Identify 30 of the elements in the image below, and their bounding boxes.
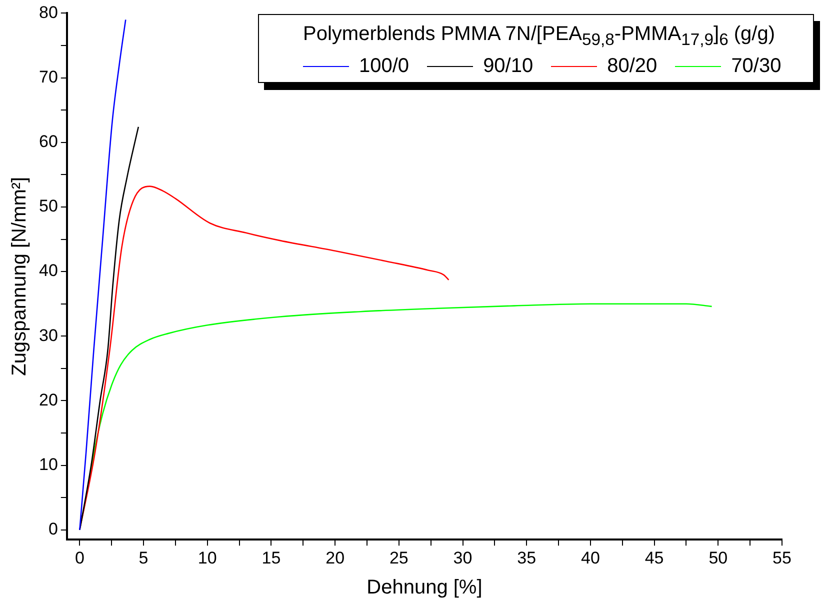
y-tick-label: 30 (38, 326, 58, 345)
legend-label: 80/20 (607, 55, 658, 78)
y-tick-label: 10 (38, 455, 58, 474)
line-series (79, 186, 450, 531)
y-tick-label: 60 (38, 132, 58, 152)
x-tick-label: 25 (389, 548, 408, 568)
x-tick-label: 35 (517, 548, 536, 568)
x-tick-label: 45 (644, 548, 664, 568)
x-tick-label: 10 (198, 548, 217, 568)
x-tick-label: 0 (74, 548, 84, 568)
y-tick-label: 0 (48, 520, 58, 539)
x-axis-title: Dehnung [%] (366, 576, 482, 599)
x-tick-label: 30 (453, 548, 472, 568)
y-tick-label: 70 (38, 67, 58, 86)
y-tick-label: 40 (38, 261, 58, 280)
x-tick-label: 55 (772, 548, 792, 568)
y-tick-label: 80 (38, 2, 58, 22)
x-tick-label: 15 (262, 548, 281, 568)
x-tick-label: 5 (138, 548, 148, 568)
y-tick-label: 50 (38, 196, 58, 216)
x-tick-label: 20 (326, 548, 345, 568)
legend-label: 90/10 (483, 55, 534, 78)
x-tick-label: 50 (708, 548, 728, 568)
legend-title: Polymerblends PMMA 7N/[PEA$_{59,8}$-PMMA$_{17,9}$]$_{6}$ (g/g) (303, 22, 776, 51)
legend-label: 100/0 (359, 55, 410, 78)
line-series (79, 19, 126, 531)
y-axis-title: Zugspannung [N/mm²] (8, 176, 31, 376)
legend-label: 70/30 (731, 55, 782, 78)
y-tick-label: 20 (38, 390, 58, 410)
x-tick-label: 40 (580, 548, 600, 568)
